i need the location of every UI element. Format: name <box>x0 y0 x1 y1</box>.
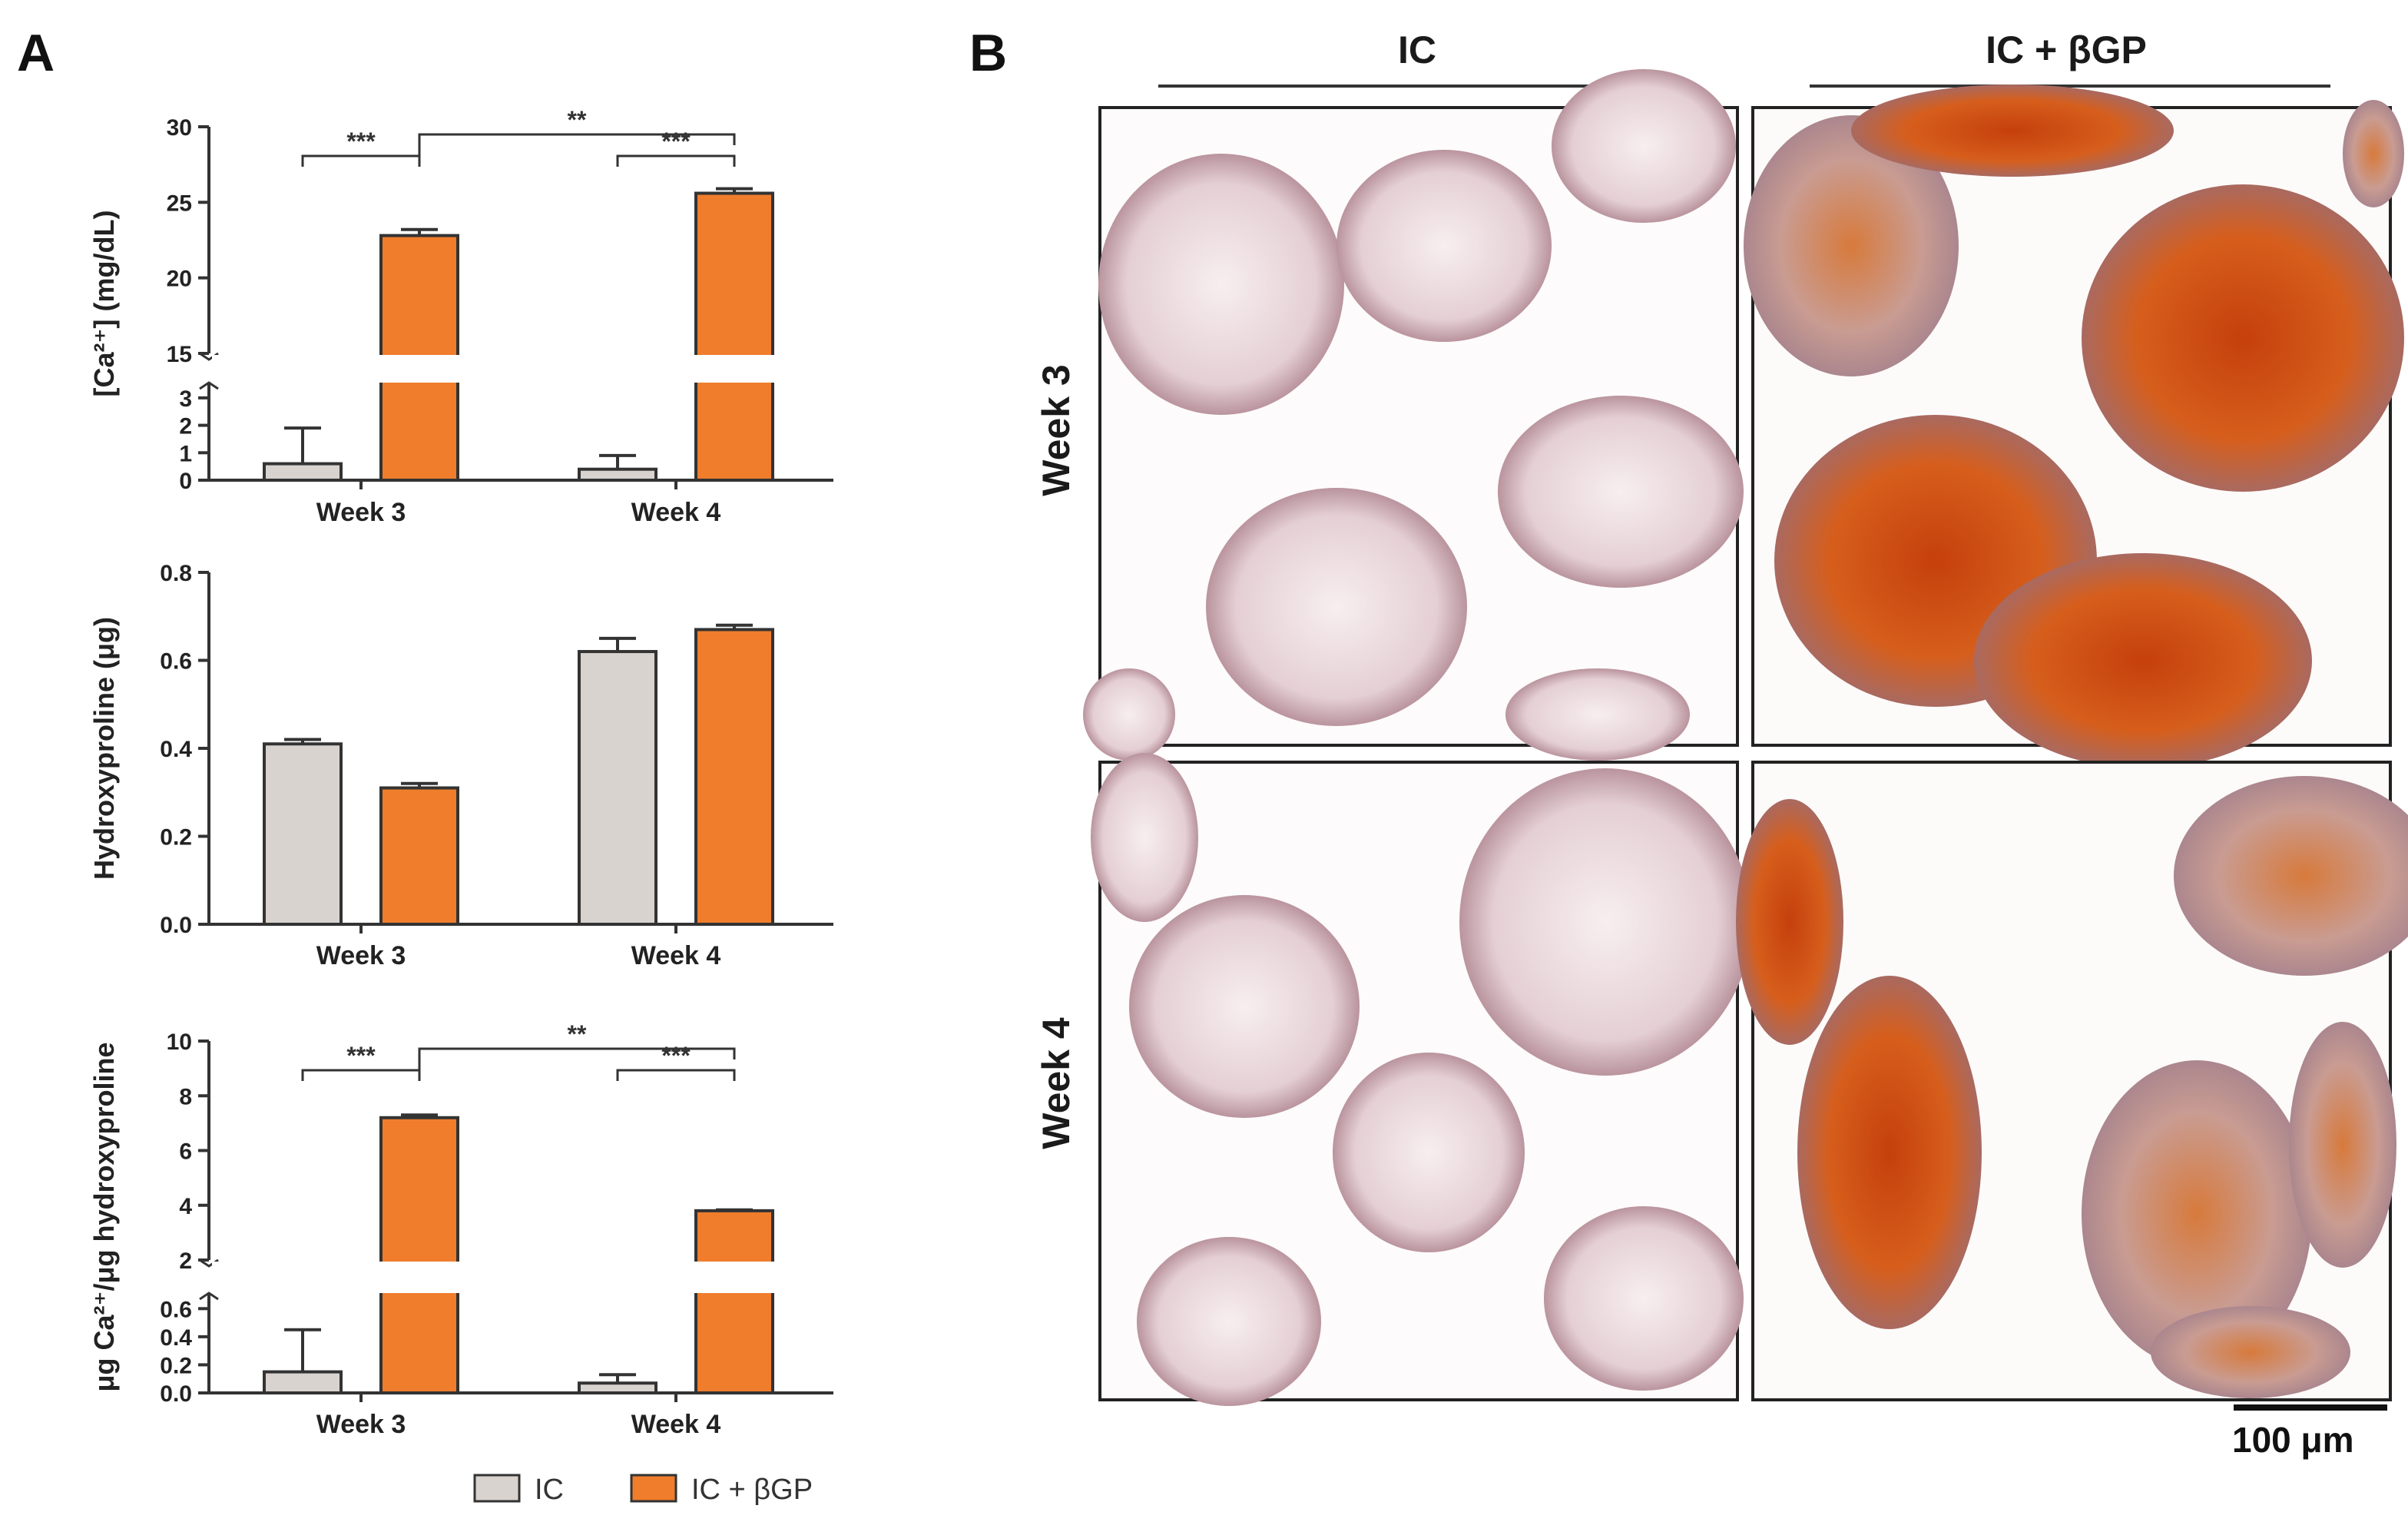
y-tick-label: 0.6 <box>160 649 192 675</box>
row-header-week4: Week 4 <box>1035 1017 1078 1149</box>
legend: IC IC + βGP <box>473 1474 813 1506</box>
y-axis-label: μg Ca²⁺/μg hydroxyproline <box>88 1042 120 1391</box>
micrograph-ic-bgp-week3 <box>1744 85 2404 768</box>
y-tick-label: 15 <box>167 342 192 367</box>
panel-b-label: B <box>969 24 1007 82</box>
legend-swatch-ic-bgp <box>630 1474 677 1503</box>
y-tick-label: 6 <box>179 1139 192 1165</box>
y-tick-label: 0 <box>179 469 192 494</box>
significance-label: ** <box>568 106 587 134</box>
bar <box>694 1209 774 1394</box>
calcium-per-hydroxyproline-chart: 0.0 0.20.4 0.6 2 4 6 8 10 μg Ca²⁺/μg hydroxyprol… <box>88 1020 833 1439</box>
y-tick-label: 0.4 <box>160 737 192 762</box>
bar <box>379 786 459 927</box>
bar <box>578 467 657 482</box>
y-axis-label: Hydroxyproline (μg) <box>88 617 120 880</box>
y-tick-label: 3 <box>179 386 192 412</box>
y-tick-label: 0.8 <box>160 561 192 586</box>
y-tick-label: 25 <box>167 191 192 216</box>
y-tick-label: 0.2 <box>160 825 192 851</box>
micrograph-ic-week4 <box>1091 753 1751 1406</box>
legend-label-ic-bgp: IC + βGP <box>691 1474 813 1506</box>
calcium-chart: 0 123 15 20 25 30 [Ca²⁺] (mg/dL) Week 3 Week 4 **… <box>88 106 833 527</box>
x-category-label: Week 3 <box>316 498 406 527</box>
y-tick-label: 0.2 <box>160 1353 192 1378</box>
row-header-week3: Week 3 <box>1035 364 1078 496</box>
significance-bracket <box>301 1069 421 1081</box>
micrograph-ic-bgp-week4 <box>1736 761 2408 1401</box>
y-tick-label: 30 <box>167 115 192 141</box>
panel-a-label: A <box>17 24 55 82</box>
bar <box>263 462 343 482</box>
y-tick-label: 0.6 <box>160 1297 192 1322</box>
bar <box>263 1370 343 1394</box>
bar <box>263 742 343 927</box>
significance-label: *** <box>346 128 376 155</box>
y-axis-label: [Ca²⁺] (mg/dL) <box>88 211 120 397</box>
micrograph-ic-week3 <box>1083 69 1744 761</box>
hydroxyproline-chart: 0.0 0.2 0.4 0.6 0.8 Hydroxyproline (μg) Week 3… <box>88 561 833 970</box>
significance-bracket <box>616 154 736 167</box>
axis-break-mark <box>199 381 219 390</box>
x-category-label: Week 4 <box>631 498 721 527</box>
y-tick-label: 2 <box>179 1248 192 1274</box>
x-category-label: Week 4 <box>631 941 721 970</box>
y-tick-label: 8 <box>179 1084 192 1109</box>
y-tick-label: 20 <box>167 267 192 292</box>
axis-break-mark <box>199 1292 219 1301</box>
significance-bracket <box>616 1069 736 1081</box>
bar <box>694 191 774 482</box>
bar <box>578 650 657 926</box>
scale-bar-label: 100 μm <box>2232 1420 2354 1460</box>
legend-label-ic: IC <box>535 1474 564 1506</box>
column-header-ic-bgp: IC + βGP <box>1986 28 2147 71</box>
bar <box>694 628 774 926</box>
bar <box>379 1116 459 1394</box>
axis-break-gap <box>212 355 833 383</box>
y-tick-label: 10 <box>167 1030 192 1055</box>
legend-swatch-ic <box>473 1474 521 1503</box>
significance-bracket <box>301 154 421 167</box>
x-category-label: Week 3 <box>316 941 406 970</box>
y-tick-label: 0.4 <box>160 1325 192 1351</box>
significance-bracket <box>418 1047 736 1078</box>
y-tick-label: 4 <box>179 1194 192 1219</box>
column-header-ic: IC <box>1398 28 1436 71</box>
x-category-label: Week 3 <box>316 1410 406 1439</box>
significance-label: ** <box>568 1020 587 1048</box>
significance-label: *** <box>661 1042 691 1069</box>
significance-label: *** <box>346 1042 376 1069</box>
x-category-label: Week 4 <box>631 1410 721 1439</box>
bar <box>578 1381 657 1394</box>
y-tick-label: 2 <box>179 414 192 439</box>
y-tick-label: 1 <box>179 441 192 466</box>
significance-label: *** <box>661 128 691 155</box>
significance-bracket <box>418 133 736 164</box>
axis-break-gap <box>212 1262 833 1293</box>
y-tick-label: 0.0 <box>160 913 192 938</box>
y-tick-label: 0.0 <box>160 1381 192 1407</box>
